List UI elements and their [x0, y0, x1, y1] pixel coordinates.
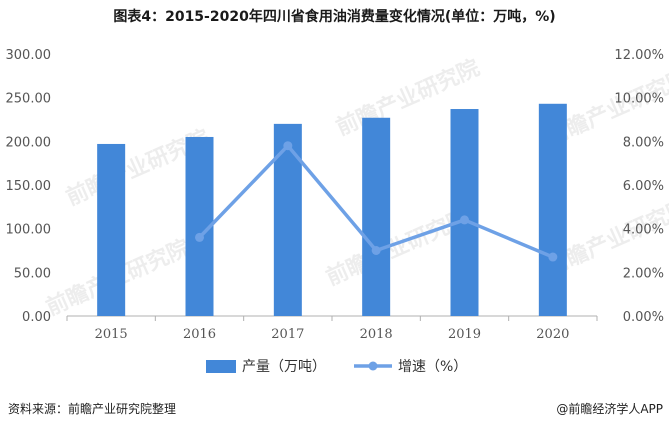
x-tick-label: 2020	[536, 327, 569, 342]
x-tick-label: 2018	[360, 327, 393, 342]
y-left-tick-label: 50.00	[14, 266, 51, 281]
growth-point	[283, 141, 293, 151]
y-left-tick-label: 100.00	[6, 223, 52, 238]
chart-title: 图表4：2015-2020年四川省食用油消费量变化情况(单位：万吨，%)	[113, 9, 556, 25]
y-left-tick-label: 150.00	[6, 179, 52, 194]
x-tick-label: 2015	[95, 327, 128, 342]
bar	[450, 109, 479, 317]
legend-line-marker	[368, 361, 378, 371]
y-right-tick-label: 8.00%	[623, 135, 664, 150]
growth-point	[548, 252, 558, 262]
bar	[273, 123, 302, 316]
credit-note: @前瞻经济学人APP	[556, 402, 663, 416]
y-right-tick-label: 0.00%	[623, 310, 664, 325]
y-right-tick-label: 6.00%	[623, 179, 664, 194]
x-tick-label: 2016	[183, 327, 216, 342]
x-tick-label: 2017	[271, 327, 304, 342]
y-right-tick-label: 10.00%	[614, 92, 664, 107]
y-left-tick-label: 250.00	[6, 92, 52, 107]
growth-point	[195, 232, 204, 242]
legend-bar-label: 产量（万吨）	[242, 359, 326, 375]
y-left-tick-label: 200.00	[6, 135, 52, 150]
legend-line-label: 增速（%）	[398, 359, 467, 375]
legend-bar-swatch	[206, 360, 236, 373]
growth-point	[371, 246, 381, 255]
x-tick-label: 2019	[448, 327, 481, 342]
y-left-tick-label: 0.00	[22, 310, 51, 325]
source-note: 资料来源：前瞻产业研究院整理	[8, 402, 177, 416]
growth-point	[460, 215, 469, 225]
y-right-tick-label: 4.00%	[623, 223, 664, 238]
y-left-tick-label: 300.00	[6, 48, 52, 63]
bar	[538, 103, 567, 316]
y-right-tick-label: 12.00%	[614, 48, 664, 63]
bar	[362, 117, 391, 317]
y-right-tick-label: 2.00%	[623, 266, 664, 281]
bar	[97, 143, 126, 316]
